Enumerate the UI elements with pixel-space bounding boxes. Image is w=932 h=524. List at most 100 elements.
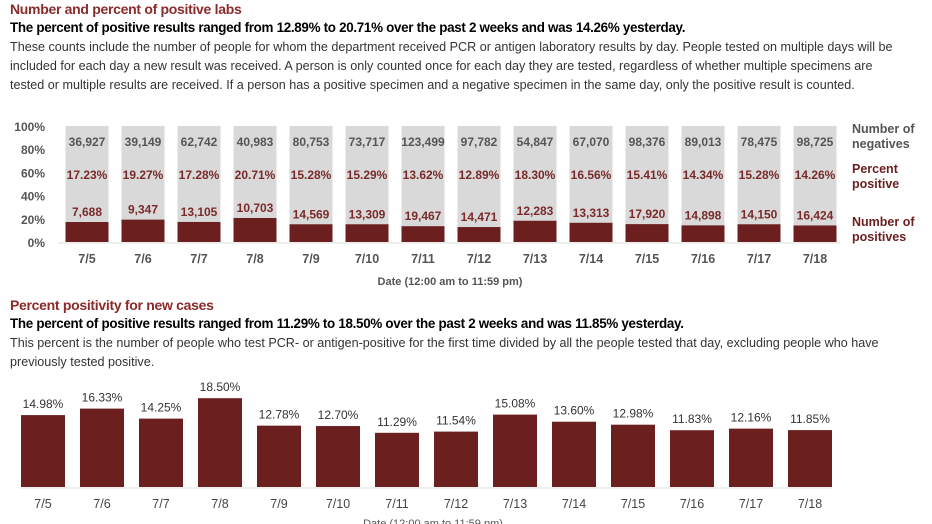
x-tick-label: 7/11 [411, 252, 435, 266]
percent-positive-label: 16.56% [571, 168, 612, 182]
x-tick-label: 7/17 [739, 497, 763, 511]
bar-value-label: 11.85% [790, 412, 830, 426]
positives-label: 9,347 [128, 203, 158, 217]
bar-value-label: 13.60% [554, 404, 595, 418]
section1-description: These counts include the number of peopl… [10, 40, 893, 92]
negatives-label: 89,013 [685, 135, 722, 149]
section2-description: This percent is the number of people who… [10, 336, 879, 369]
bar-value-label: 12.98% [613, 407, 654, 421]
x-tick-label: 7/7 [190, 252, 207, 266]
percent-positive-label: 14.26% [795, 168, 836, 182]
x-tick-label: 7/10 [326, 497, 350, 511]
negatives-bar [569, 126, 613, 242]
y-tick-label: 20% [21, 213, 45, 227]
x-tick-label: 7/15 [621, 497, 645, 511]
positives-label: 13,309 [349, 207, 386, 221]
section2-title: Percent positivity for new cases [10, 297, 214, 313]
positives-label: 14,150 [741, 207, 778, 221]
positives-bar [625, 224, 669, 242]
positivity-bar [434, 431, 478, 487]
positives-bar [793, 225, 837, 242]
negatives-label: 54,847 [517, 135, 554, 149]
x-tick-label: 7/5 [78, 252, 95, 266]
positivity-bar [80, 408, 124, 487]
negatives-bar [625, 126, 669, 242]
x-tick-label: 7/12 [444, 497, 468, 511]
legend-label: Number of [852, 122, 915, 136]
percent-positive-label: 15.41% [627, 168, 668, 182]
percent-positive-label: 14.34% [683, 168, 724, 182]
negatives-label: 123,499 [401, 135, 445, 149]
x-tick-label: 7/11 [385, 497, 408, 511]
negatives-label: 98,725 [797, 135, 834, 149]
y-tick-label: 0% [28, 236, 46, 250]
x-tick-label: 7/5 [34, 497, 51, 511]
y-tick-label: 100% [14, 120, 45, 134]
percent-positive-label: 18.30% [515, 168, 556, 182]
bar-value-label: 14.98% [23, 397, 64, 411]
positives-bar [457, 227, 501, 242]
negatives-bar [793, 126, 837, 242]
positives-bar [513, 220, 557, 242]
x-tick-label: 7/13 [523, 252, 547, 266]
percent-positive-label: 19.27% [123, 168, 164, 182]
positives-bar [345, 224, 389, 242]
section1-title: Number and percent of positive labs [10, 1, 242, 17]
legend-label: Number of [852, 215, 915, 229]
negatives-label: 78,475 [741, 135, 778, 149]
x-tick-label: 7/7 [152, 497, 169, 511]
negatives-label: 39,149 [125, 135, 162, 149]
positives-label: 7,688 [72, 205, 102, 219]
negatives-bar [737, 126, 781, 242]
x-tick-label: 7/13 [503, 497, 527, 511]
negatives-label: 67,070 [573, 135, 610, 149]
bar-value-label: 12.16% [731, 411, 772, 425]
bar-value-label: 11.54% [436, 414, 476, 428]
negatives-label: 73,717 [349, 135, 386, 149]
y-tick-label: 40% [21, 190, 45, 204]
negatives-label: 97,782 [461, 135, 498, 149]
x-tick-label: 7/18 [798, 497, 822, 511]
bar-value-label: 15.08% [495, 397, 536, 411]
bar-value-label: 11.83% [672, 412, 712, 426]
positivity-bar [670, 430, 714, 487]
positivity-bar [552, 421, 596, 487]
percent-positive-label: 13.62% [403, 168, 444, 182]
x-axis-title: Date (12:00 am to 11:59 pm) [378, 276, 523, 288]
bar-value-label: 11.29% [377, 415, 417, 429]
legend-label: negatives [852, 137, 910, 151]
positivity-bar [316, 426, 360, 487]
x-tick-label: 7/14 [579, 252, 603, 266]
negatives-bar [345, 126, 389, 242]
positives-label: 19,467 [405, 209, 442, 223]
bar-value-label: 14.25% [141, 401, 182, 415]
percent-positive-label: 17.23% [67, 168, 108, 182]
x-tick-label: 7/14 [562, 497, 586, 511]
percent-positive-label: 17.28% [179, 168, 220, 182]
negatives-bar [457, 126, 501, 242]
bar-value-label: 12.78% [259, 408, 300, 422]
x-tick-label: 7/10 [355, 252, 379, 266]
legend-label: Percent [852, 162, 899, 176]
positivity-bar [198, 398, 242, 487]
percent-positive-label: 15.29% [347, 168, 388, 182]
positivity-bar [611, 424, 655, 487]
negatives-label: 98,376 [629, 135, 666, 149]
bar-value-label: 18.50% [200, 380, 241, 394]
positives-label: 10,703 [237, 201, 274, 215]
x-tick-label: 7/8 [246, 252, 263, 266]
positives-label: 13,105 [181, 205, 218, 219]
x-axis-title: Date (12:00 am to 11:59 pm) [363, 518, 503, 524]
y-tick-label: 60% [21, 166, 45, 180]
positives-label: 16,424 [797, 208, 834, 222]
positivity-bar [375, 432, 419, 487]
percent-positive-label: 20.71% [235, 168, 276, 182]
negatives-label: 62,742 [181, 135, 218, 149]
positives-label: 14,569 [293, 207, 330, 221]
negatives-bar [401, 126, 445, 242]
bar-value-label: 12.70% [318, 408, 359, 422]
positivity-bar [139, 418, 183, 487]
x-tick-label: 7/12 [467, 252, 491, 266]
positives-bar [177, 221, 221, 242]
